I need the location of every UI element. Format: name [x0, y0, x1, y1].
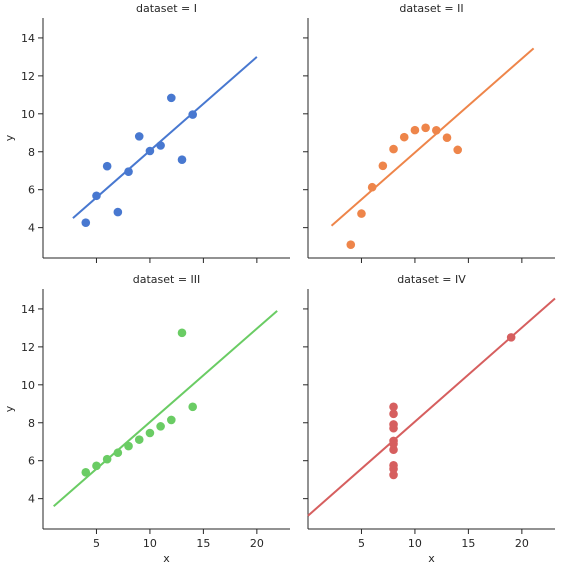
- point: [102, 161, 112, 171]
- point: [442, 133, 452, 143]
- y-tick-label: 14: [21, 303, 35, 316]
- x-tick-label: 5: [358, 537, 365, 550]
- point: [410, 125, 420, 135]
- panel-title: dataset = IV: [397, 273, 466, 286]
- point: [399, 132, 409, 142]
- point: [389, 402, 398, 412]
- y-tick-label: 12: [21, 70, 35, 83]
- point: [389, 409, 398, 419]
- panel-title: dataset = II: [399, 2, 463, 15]
- point: [389, 470, 398, 480]
- point: [81, 218, 91, 228]
- point: [113, 207, 123, 217]
- y-tick-label: 6: [28, 184, 35, 197]
- x-tick-label: 10: [143, 537, 157, 550]
- point: [124, 167, 133, 176]
- regression-line: [307, 297, 556, 517]
- y-tick-label: 12: [21, 341, 35, 354]
- x-tick-label: 5: [93, 537, 100, 550]
- point: [389, 144, 398, 154]
- point: [453, 145, 462, 155]
- y-axis-label: y: [3, 134, 16, 141]
- x-axis-label: x: [428, 552, 435, 565]
- y-tick-label: 14: [21, 32, 35, 45]
- point: [134, 435, 144, 444]
- y-tick-label: 10: [21, 108, 35, 121]
- x-tick-label: 20: [250, 537, 264, 550]
- regression-line: [53, 310, 278, 507]
- point: [177, 328, 187, 338]
- point: [378, 161, 388, 171]
- x-tick-label: 15: [461, 537, 475, 550]
- point: [421, 123, 430, 133]
- point: [389, 445, 398, 454]
- x-axis-label: x: [163, 552, 170, 565]
- panel-title: dataset = III: [133, 273, 201, 286]
- x-tick-label: 10: [408, 537, 422, 550]
- point: [113, 448, 123, 458]
- point: [177, 155, 187, 165]
- regression-line: [330, 47, 535, 227]
- point: [357, 209, 366, 218]
- point: [167, 93, 176, 103]
- y-tick-label: 4: [28, 493, 35, 506]
- y-tick-label: 8: [28, 417, 35, 430]
- y-tick-label: 6: [28, 455, 35, 468]
- point: [346, 240, 356, 250]
- point: [167, 415, 176, 425]
- x-tick-label: 15: [196, 537, 210, 550]
- y-tick-label: 8: [28, 146, 35, 159]
- point: [145, 428, 155, 438]
- point: [389, 420, 398, 429]
- y-tick-label: 4: [28, 222, 35, 235]
- panel-title: dataset = I: [136, 2, 197, 15]
- y-tick-label: 10: [21, 379, 35, 392]
- point: [81, 467, 91, 477]
- x-tick-label: 20: [515, 537, 529, 550]
- point: [389, 464, 398, 474]
- point: [188, 402, 197, 412]
- point: [156, 422, 165, 431]
- point: [92, 191, 101, 201]
- point: [134, 132, 144, 141]
- y-axis-label: y: [3, 405, 16, 412]
- regression-line: [72, 56, 258, 219]
